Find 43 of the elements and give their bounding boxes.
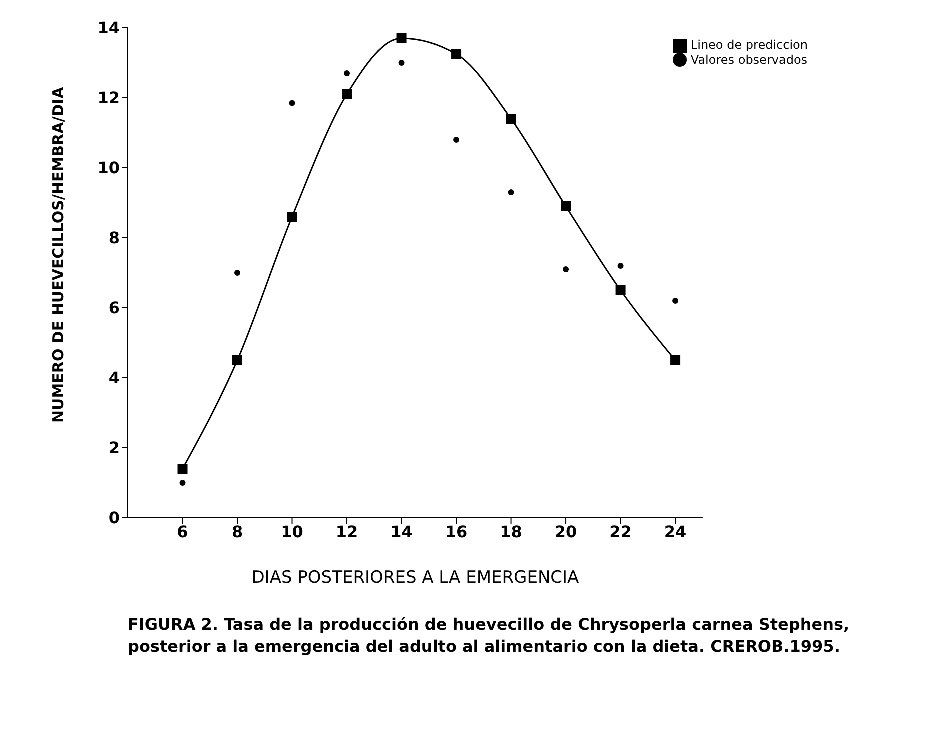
x-tick-label: 24	[664, 522, 687, 542]
legend-label: Lineo de prediccion	[690, 38, 808, 52]
point	[563, 266, 570, 272]
text: FIGURA 2. Tasa de la producción de huevecillo de Chrysoperla carnea Stephens, posterior a la emergencia del adulto al alimentario con la dieta. CREROB.1995.	[128, 614, 851, 658]
y-axis-title: NUMERO DE HUEVECILLOS/HEMBRA/DIA	[49, 86, 68, 423]
x-tick-label: 18	[500, 522, 522, 542]
point	[396, 34, 407, 44]
y-tick-label: 12	[98, 88, 120, 108]
point	[670, 356, 681, 366]
point	[454, 137, 460, 143]
point	[342, 90, 352, 100]
point	[618, 263, 624, 269]
y-tick-label: 8	[108, 228, 120, 248]
point	[232, 356, 243, 366]
point	[178, 464, 188, 474]
y-tick-label: 4	[108, 368, 120, 388]
point	[287, 212, 298, 222]
point	[561, 202, 572, 212]
point	[344, 70, 350, 76]
x-axis-title: DIAS POSTERIORES A LA EMERGENCIA	[252, 568, 580, 588]
point	[672, 298, 679, 304]
x-tick-label: 22	[610, 522, 632, 542]
point	[452, 49, 462, 60]
x-tick-label: 10	[281, 522, 304, 542]
point	[506, 114, 516, 124]
point	[616, 286, 626, 296]
x-tick-label: 6	[177, 522, 188, 542]
point	[180, 480, 186, 486]
y-tick-label: 6	[108, 298, 120, 318]
legend-label: Valores observados	[690, 52, 808, 67]
x-tick-label: 14	[390, 522, 413, 542]
y-tick-label: 0	[108, 508, 120, 528]
point	[508, 190, 514, 196]
x-tick-label: 20	[554, 522, 578, 542]
x-tick-label: 8	[232, 522, 244, 542]
point	[289, 100, 296, 106]
point	[398, 60, 405, 66]
y-tick-label: 10	[98, 158, 120, 178]
y-tick-label: 2	[108, 438, 120, 458]
point	[234, 270, 241, 276]
y-tick-label: 14	[98, 18, 120, 38]
x-tick-label: 16	[445, 522, 468, 542]
x-tick-label: 12	[336, 522, 358, 542]
